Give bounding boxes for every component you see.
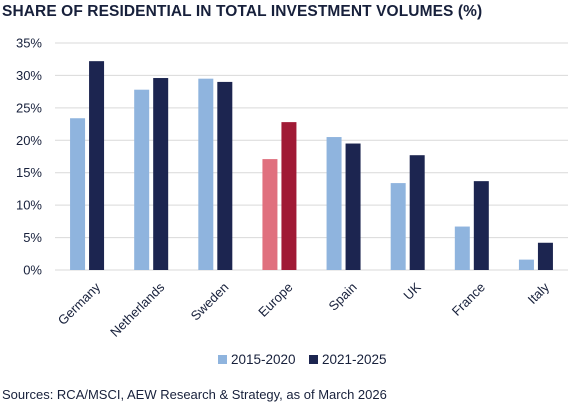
- bar-europe-2021-2025: [281, 122, 297, 270]
- bar-netherlands-2021-2025: [153, 78, 169, 270]
- y-tick-label: 30%: [16, 68, 42, 83]
- x-tick-label-uk: UK: [400, 279, 424, 303]
- bar-germany-2015-2020: [70, 118, 86, 270]
- bar-germany-2021-2025: [89, 61, 105, 270]
- y-tick-label: 25%: [16, 100, 42, 115]
- bar-france-2021-2025: [473, 181, 489, 270]
- source-note: Sources: RCA/MSCI, AEW Research & Strate…: [2, 387, 387, 402]
- x-tick-label-france: France: [449, 280, 488, 319]
- y-tick-label: 0%: [23, 263, 42, 278]
- bars: [70, 61, 553, 271]
- legend-swatch-2021-2025: [309, 355, 318, 364]
- x-axis-labels: Germany Netherlands Sweden Europe Spain UK Fra…: [55, 279, 553, 340]
- chart-title: SHARE OF RESIDENTIAL IN TOTAL INVESTMENT…: [2, 3, 483, 20]
- bar-spain-2015-2020: [326, 137, 342, 270]
- y-tick-label: 35%: [16, 36, 42, 51]
- x-tick-label-germany: Germany: [55, 279, 104, 328]
- x-tick-label-italy: Italy: [525, 279, 553, 307]
- legend-swatch-2015-2020: [218, 355, 227, 364]
- y-axis-ticks: 0% 5% 10% 15% 20% 25% 30% 35%: [16, 36, 42, 278]
- x-tick-label-netherlands: Netherlands: [107, 279, 168, 340]
- bar-sweden-2015-2020: [198, 78, 214, 271]
- legend-label-2015-2020: 2015-2020: [231, 352, 296, 367]
- y-tick-label: 5%: [23, 230, 42, 245]
- x-tick-label-europe: Europe: [255, 280, 295, 320]
- bar-netherlands-2015-2020: [134, 89, 150, 270]
- y-tick-label: 20%: [16, 133, 42, 148]
- bar-italy-2021-2025: [537, 242, 553, 270]
- x-tick-label-spain: Spain: [326, 280, 360, 314]
- bar-sweden-2021-2025: [217, 81, 233, 271]
- bar-uk-2015-2020: [390, 183, 406, 270]
- x-tick-label-sweden: Sweden: [188, 280, 232, 324]
- legend: 2015-2020 2021-2025: [218, 352, 387, 367]
- bar-france-2015-2020: [454, 226, 470, 270]
- bar-spain-2021-2025: [345, 143, 361, 270]
- bar-italy-2015-2020: [518, 259, 534, 270]
- y-tick-label: 15%: [16, 165, 42, 180]
- gridlines: [55, 42, 568, 271]
- y-tick-label: 10%: [16, 198, 42, 213]
- bar-uk-2021-2025: [409, 155, 425, 270]
- bar-europe-2015-2020: [262, 159, 278, 270]
- legend-label-2021-2025: 2021-2025: [322, 352, 387, 367]
- bar-chart: 0% 5% 10% 15% 20% 25% 30% 35% Germany Netherland…: [16, 36, 568, 367]
